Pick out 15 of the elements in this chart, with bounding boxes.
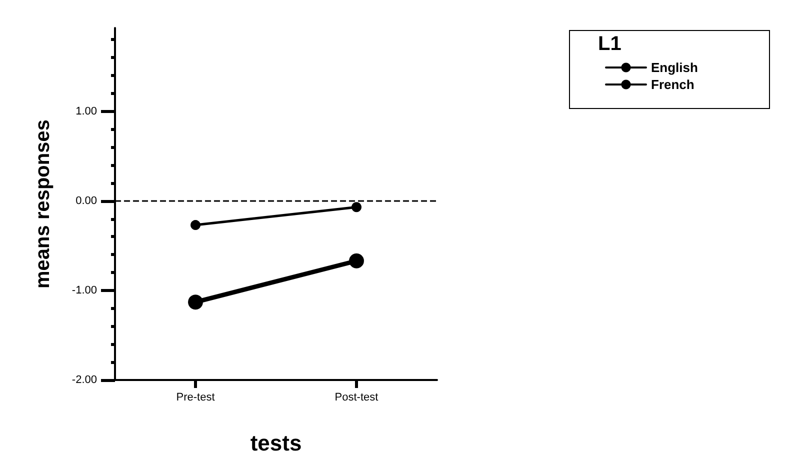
- x-tick-label: Pre-test: [176, 392, 215, 404]
- point: [190, 220, 200, 230]
- legend-label: English: [651, 60, 698, 75]
- point: [349, 253, 364, 268]
- point: [188, 294, 203, 310]
- legend-title: L1: [598, 33, 622, 55]
- x-axis-title: tests: [250, 430, 302, 456]
- y-tick-label: -1.00: [72, 284, 97, 296]
- y-tick-label: -2.00: [72, 374, 97, 386]
- y-tick-label: 0.00: [76, 194, 97, 207]
- y-tick-label: 1.00: [76, 105, 97, 118]
- y-axis-title: means responses: [32, 120, 54, 288]
- point: [352, 202, 362, 212]
- legend-label: French: [651, 77, 694, 92]
- x-tick-label: Post-test: [334, 392, 378, 404]
